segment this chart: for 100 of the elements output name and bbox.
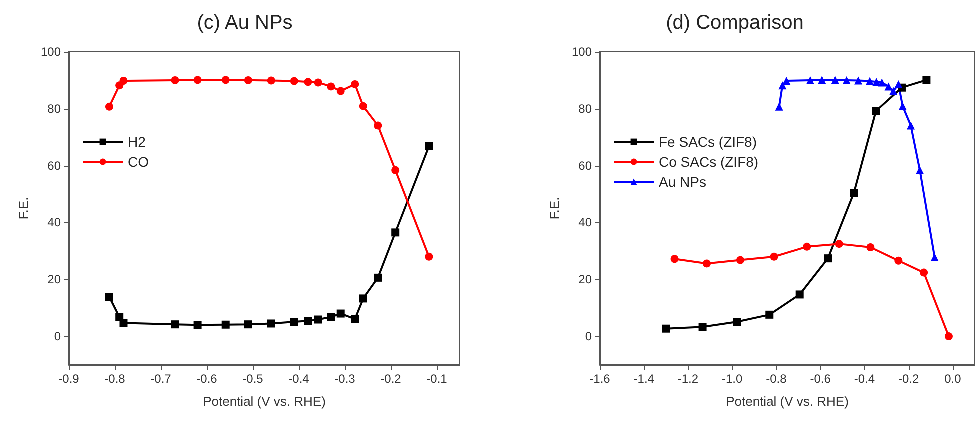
point bbox=[244, 76, 252, 84]
point bbox=[835, 240, 844, 248]
point bbox=[803, 242, 812, 251]
point bbox=[872, 107, 880, 116]
point bbox=[806, 76, 814, 84]
chart-title: (d) Comparison bbox=[666, 12, 804, 34]
y-axis-title: F.E. bbox=[547, 197, 562, 220]
point bbox=[327, 82, 336, 91]
legend-label: Au NPs bbox=[659, 174, 706, 190]
y-tick-label: 100 bbox=[572, 45, 592, 59]
point bbox=[374, 274, 382, 282]
x-tick-label: -0.8 bbox=[104, 372, 126, 386]
point bbox=[866, 243, 875, 252]
point bbox=[244, 320, 252, 329]
point bbox=[898, 102, 907, 110]
x-tick-label: -0.4 bbox=[854, 372, 876, 386]
x-tick-label: -0.6 bbox=[810, 372, 832, 386]
x-tick-label: -1.2 bbox=[678, 372, 699, 386]
point bbox=[327, 313, 336, 322]
point bbox=[105, 102, 114, 111]
point bbox=[351, 315, 360, 324]
point bbox=[916, 166, 924, 174]
point bbox=[171, 76, 180, 84]
point bbox=[267, 76, 276, 85]
x-tick-label: -0.6 bbox=[196, 372, 218, 386]
point bbox=[884, 82, 893, 91]
point bbox=[770, 252, 778, 261]
x-tick-label: 0.0 bbox=[944, 372, 962, 386]
point bbox=[392, 228, 400, 237]
point bbox=[702, 260, 711, 268]
point bbox=[314, 78, 322, 87]
point bbox=[894, 256, 903, 265]
point bbox=[824, 254, 832, 263]
point bbox=[314, 316, 322, 324]
legend-label: Fe SACs (ZIF8) bbox=[659, 134, 758, 150]
y-tick-label: 80 bbox=[48, 102, 62, 116]
x-axis-title: Potential (V vs. RHE) bbox=[203, 394, 326, 409]
point bbox=[922, 76, 931, 84]
point bbox=[850, 189, 858, 198]
point bbox=[171, 320, 180, 329]
x-tick-label: -0.9 bbox=[58, 372, 80, 386]
y-tick-label: 40 bbox=[48, 216, 62, 230]
point bbox=[782, 77, 791, 86]
point bbox=[222, 320, 230, 329]
legend-label: H2 bbox=[128, 134, 146, 150]
x-tick-label: -0.4 bbox=[288, 372, 310, 386]
point bbox=[359, 294, 368, 303]
point bbox=[374, 122, 382, 130]
point bbox=[425, 142, 434, 150]
x-axis-title: Potential (V vs. RHE) bbox=[726, 394, 849, 409]
point bbox=[670, 255, 679, 264]
y-tick-label: 20 bbox=[48, 272, 62, 287]
point bbox=[336, 87, 345, 96]
point bbox=[698, 323, 707, 332]
point bbox=[336, 310, 345, 318]
x-tick-label: -0.5 bbox=[242, 372, 264, 386]
y-tick-label: 0 bbox=[585, 330, 592, 344]
y-tick-label: 40 bbox=[578, 216, 592, 230]
point bbox=[120, 77, 128, 86]
x-tick-label: -1.0 bbox=[722, 372, 744, 386]
point bbox=[222, 76, 230, 84]
point bbox=[818, 76, 826, 84]
point bbox=[907, 122, 916, 130]
y-tick-label: 20 bbox=[578, 272, 592, 287]
x-tick-label: -0.2 bbox=[380, 372, 402, 386]
point bbox=[120, 319, 128, 328]
point bbox=[866, 77, 874, 86]
point bbox=[796, 290, 804, 299]
point bbox=[890, 87, 898, 96]
legend-label: Co SACs (ZIF8) bbox=[659, 154, 759, 170]
x-tick-label: -0.7 bbox=[150, 372, 172, 386]
point bbox=[425, 252, 434, 261]
point bbox=[290, 77, 298, 86]
point bbox=[842, 76, 851, 84]
point bbox=[930, 253, 939, 262]
point bbox=[920, 268, 928, 277]
chart-title: (c) Au NPs bbox=[197, 12, 293, 34]
x-tick-label: -1.6 bbox=[590, 372, 611, 386]
point bbox=[662, 324, 670, 333]
x-tick-label: -0.3 bbox=[334, 372, 356, 386]
point bbox=[105, 292, 114, 301]
point bbox=[194, 76, 202, 84]
x-tick-label: -1.4 bbox=[634, 372, 655, 386]
point bbox=[290, 318, 298, 326]
point bbox=[267, 320, 276, 328]
legend-label: CO bbox=[128, 154, 150, 170]
point bbox=[733, 318, 742, 326]
point bbox=[778, 82, 787, 90]
y-tick-label: 60 bbox=[48, 158, 62, 173]
point bbox=[894, 80, 903, 88]
point bbox=[304, 317, 312, 326]
x-tick-label: -0.1 bbox=[426, 372, 448, 386]
y-tick-label: 100 bbox=[40, 45, 62, 59]
point bbox=[775, 102, 784, 111]
point bbox=[854, 76, 863, 85]
point bbox=[194, 321, 202, 330]
point bbox=[359, 102, 368, 110]
x-tick-label: -0.8 bbox=[766, 372, 788, 386]
point bbox=[878, 78, 886, 87]
y-tick-label: 60 bbox=[578, 158, 592, 173]
